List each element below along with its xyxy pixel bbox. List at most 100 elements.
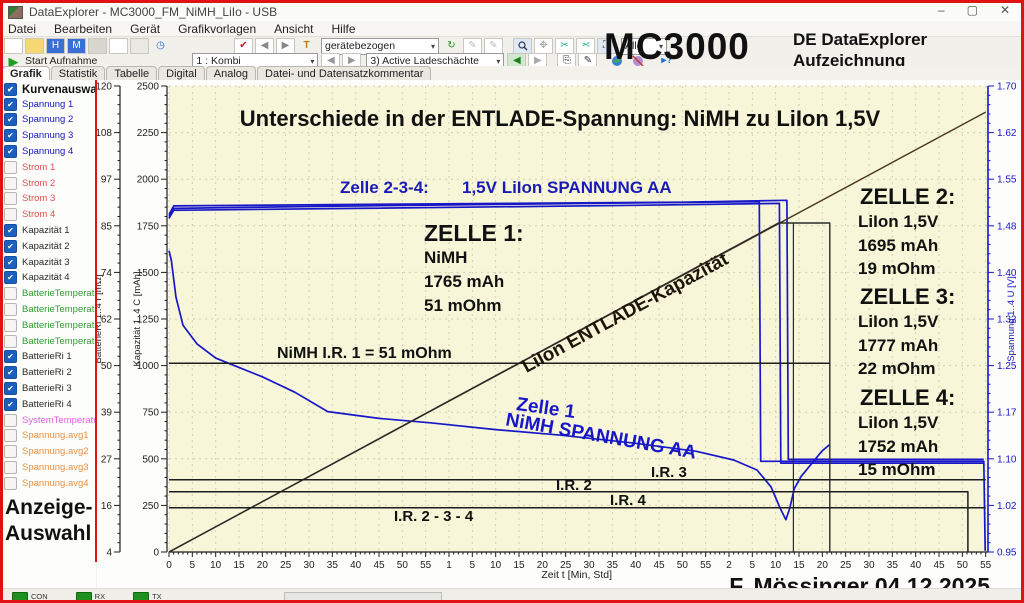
checkbox-unchecked-icon[interactable] <box>4 413 17 427</box>
scope-combo[interactable]: Alle ▾ <box>621 37 667 55</box>
sidebar-item-kapazit-t-1[interactable]: ✔ Kapazität 1 <box>4 223 70 237</box>
checkbox-checked-icon[interactable]: ✔ <box>4 271 17 285</box>
sidebar-item-batterieri-2[interactable]: ✔ BatterieRi 2 <box>4 366 72 380</box>
google-earth-icon[interactable] <box>607 53 626 69</box>
checkbox-unchecked-icon[interactable] <box>4 460 17 474</box>
sidebar-item-spannung-2[interactable]: ✔ Spannung 2 <box>4 113 73 127</box>
channel-combo[interactable]: 3) Active Ladeschächte ▾ <box>366 52 505 70</box>
menu-datei[interactable]: Datei <box>8 21 37 36</box>
tab-strip: Grafik Statistik Tabelle Digital Analog Datei… <box>0 66 1024 80</box>
sidebar-item-kapazit-t-3[interactable]: ✔ Kapazität 3 <box>4 255 70 269</box>
checkbox-unchecked-icon[interactable] <box>4 476 17 490</box>
menu-gerät[interactable]: Gerät <box>130 21 161 36</box>
checkbox-checked-icon[interactable]: ✔ <box>4 397 17 411</box>
sidebar-item-spannung-4[interactable]: ✔ Spannung 4 <box>4 144 73 158</box>
series-spannung-3-liion <box>168 202 984 464</box>
checkbox-checked-icon[interactable]: ✔ <box>4 97 17 111</box>
sidebar-item-strom-3[interactable]: Strom 3 <box>4 192 55 206</box>
curve-selection-header[interactable]: ✔ Kurvenauswahl <box>4 83 107 96</box>
checkbox-checked-icon[interactable]: ✔ <box>4 223 17 237</box>
open-folder-icon[interactable] <box>25 38 44 54</box>
menu-bearbeiten[interactable]: Bearbeiten <box>54 21 113 36</box>
checkbox-checked-icon[interactable]: ✔ <box>4 366 17 380</box>
checkbox-unchecked-icon[interactable] <box>4 208 17 222</box>
menu-grafikvorlagen[interactable]: Grafikvorlagen <box>178 21 257 36</box>
cap-tick-label: 1500 <box>137 268 160 279</box>
checkbox-unchecked-icon[interactable] <box>4 160 17 174</box>
checkbox-checked-icon[interactable]: ✔ <box>4 350 17 364</box>
sidebar-item-batterietemperatur-2[interactable]: BatterieTemperatur 2 <box>4 302 111 316</box>
chart[interactable]: 0 5 10 15 20 25 30 35 40 45 50 55 1 5 10 15 20 25 30 35 40 45… <box>93 80 1024 600</box>
refresh-icon[interactable]: ↻ <box>447 40 456 51</box>
snapshot-icon[interactable] <box>88 38 107 54</box>
checkbox-unchecked-icon[interactable] <box>4 318 17 332</box>
sidebar-item-batterietemperatur-3[interactable]: BatterieTemperatur 3 <box>4 318 111 332</box>
x-tick-label: 40 <box>630 560 642 571</box>
tab-datei-und-datensatzkommentar[interactable]: Datei- und Datensatzkommentar <box>257 66 432 80</box>
time-icon[interactable]: ◷ <box>156 40 165 51</box>
checkbox-unchecked-icon[interactable] <box>4 302 17 316</box>
sidebar-item-spannung-avg4[interactable]: Spannung.avg4 <box>4 476 89 490</box>
x-tick-label: 30 <box>583 560 595 571</box>
sidebar-item-spannung-avg1[interactable]: Spannung.avg1 <box>4 429 89 443</box>
zoom-icon[interactable] <box>513 38 532 54</box>
cut-left-icon[interactable]: ✂ <box>555 38 574 54</box>
sidebar-item-strom-4[interactable]: Strom 4 <box>4 208 55 222</box>
save-icon[interactable]: H <box>46 38 65 54</box>
sidebar-item-systemtemperatur[interactable]: SystemTemperatur <box>4 413 102 427</box>
tools-icon[interactable]: T <box>303 40 310 51</box>
sidebar-item-spannung-avg3[interactable]: Spannung.avg3 <box>4 460 89 474</box>
new-file-icon[interactable] <box>4 38 23 54</box>
checkbox-unchecked-icon[interactable] <box>4 287 17 301</box>
sidebar-item-strom-1[interactable]: Strom 1 <box>4 160 55 174</box>
record-forward-icon[interactable]: ▶ <box>342 53 362 69</box>
checkbox-unchecked-icon[interactable] <box>4 334 17 348</box>
tab-analog[interactable]: Analog <box>205 66 257 80</box>
menu-ansicht[interactable]: Ansicht <box>274 21 314 36</box>
save-as-icon[interactable]: M <box>67 38 86 54</box>
checkbox-unchecked-icon[interactable] <box>4 192 17 206</box>
checkbox-unchecked-icon[interactable] <box>4 176 17 190</box>
curve-label: Kapazität 2 <box>22 240 70 252</box>
checkbox-checked-icon[interactable]: ✔ <box>4 129 17 143</box>
ri-tick-label: 4 <box>106 548 112 559</box>
cut-right-icon[interactable]: ✂ <box>576 38 595 54</box>
sidebar-item-strom-2[interactable]: Strom 2 <box>4 176 55 190</box>
sidebar-item-batterieri-1[interactable]: ✔ BatterieRi 1 <box>4 350 72 364</box>
tab-statistik[interactable]: Statistik <box>50 66 106 80</box>
checkbox-unchecked-icon[interactable] <box>4 429 17 443</box>
tx-led <box>133 592 150 601</box>
checkbox-checked-icon[interactable]: ✔ <box>4 239 17 253</box>
copy-icon[interactable] <box>109 38 128 54</box>
template-combo[interactable]: gerätebezogen ▾ <box>321 37 439 55</box>
sidebar-item-spannung-1[interactable]: ✔ Spannung 1 <box>4 97 73 111</box>
google-earth-off-icon[interactable] <box>628 53 647 69</box>
checkbox-checked-icon[interactable]: ✔ <box>4 113 17 127</box>
tab-digital[interactable]: Digital <box>158 66 205 80</box>
tab-tabelle[interactable]: Tabelle <box>106 66 158 80</box>
close-button[interactable]: ✕ <box>999 3 1010 17</box>
sidebar-item-batterietemperatur-1[interactable]: BatterieTemperatur 1 <box>4 287 111 301</box>
checkbox-checked-icon[interactable]: ✔ <box>4 381 17 395</box>
checkbox-checked-icon[interactable]: ✔ <box>4 83 17 96</box>
tab-grafik[interactable]: Grafik <box>2 66 50 80</box>
sidebar-item-kapazit-t-2[interactable]: ✔ Kapazität 2 <box>4 239 70 253</box>
checkbox-unchecked-icon[interactable] <box>4 445 17 459</box>
sidebar-item-batterieri-4[interactable]: ✔ BatterieRi 4 <box>4 397 72 411</box>
start-record-label[interactable]: Start Aufnahme <box>25 55 98 67</box>
volt-tick-label: 1.02 <box>997 501 1017 512</box>
sidebar-item-spannung-3[interactable]: ✔ Spannung 3 <box>4 129 73 143</box>
menu-hilfe[interactable]: Hilfe <box>331 21 356 36</box>
restore-button[interactable]: ▢ <box>966 3 978 17</box>
minimize-button[interactable]: – <box>937 3 945 17</box>
print-icon[interactable] <box>130 38 149 54</box>
checkbox-checked-icon[interactable]: ✔ <box>4 144 17 158</box>
sidebar-item-batterietemperatur-4[interactable]: BatterieTemperatur 4 <box>4 334 111 348</box>
checkbox-checked-icon[interactable]: ✔ <box>4 255 17 269</box>
sidebar-item-spannung-avg2[interactable]: Spannung.avg2 <box>4 445 89 459</box>
sidebar-item-batterieri-3[interactable]: ✔ BatterieRi 3 <box>4 381 72 395</box>
sidebar-item-kapazit-t-4[interactable]: ✔ Kapazität 4 <box>4 271 70 285</box>
fit-view-icon[interactable]: ⛶ <box>597 38 616 54</box>
start-record-icon[interactable]: ▶ <box>8 53 19 69</box>
context-help-icon[interactable]: ▸? <box>661 55 673 66</box>
